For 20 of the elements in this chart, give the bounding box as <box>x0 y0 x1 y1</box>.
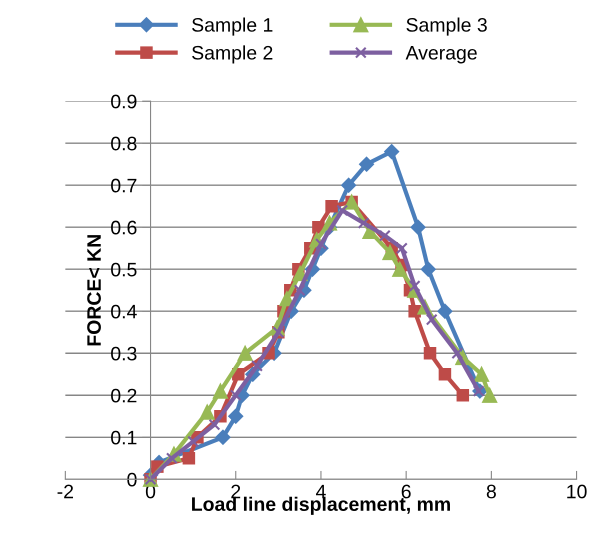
y-axis-title: FORCE< KN <box>87 235 101 346</box>
legend-label: Sample 3 <box>406 18 487 36</box>
y-tick-label: 0.3 <box>111 346 136 360</box>
y-tick-label: 0.2 <box>111 388 136 402</box>
y-tick-label: 0.8 <box>111 136 137 150</box>
x-tick-label: 6 <box>402 484 411 498</box>
y-tick-label: 0.6 <box>111 220 136 234</box>
legend-label: Sample 2 <box>192 45 272 64</box>
x-tick-label: 4 <box>316 484 326 498</box>
x-tick-label: 10 <box>567 484 587 498</box>
legend-label: Sample 1 <box>192 18 272 36</box>
x-tick-label: 8 <box>486 484 496 498</box>
y-tick-label: 0.4 <box>111 304 137 318</box>
y-tick-label: 0.1 <box>111 430 136 444</box>
y-tick-label: 0.7 <box>111 178 136 192</box>
x-tick-label: -2 <box>58 484 74 498</box>
y-tick-label: 0.9 <box>111 94 136 108</box>
y-tick-label: 0.5 <box>111 262 137 276</box>
legend-label: Average <box>406 46 477 64</box>
y-tick-label: 0 <box>127 472 137 487</box>
